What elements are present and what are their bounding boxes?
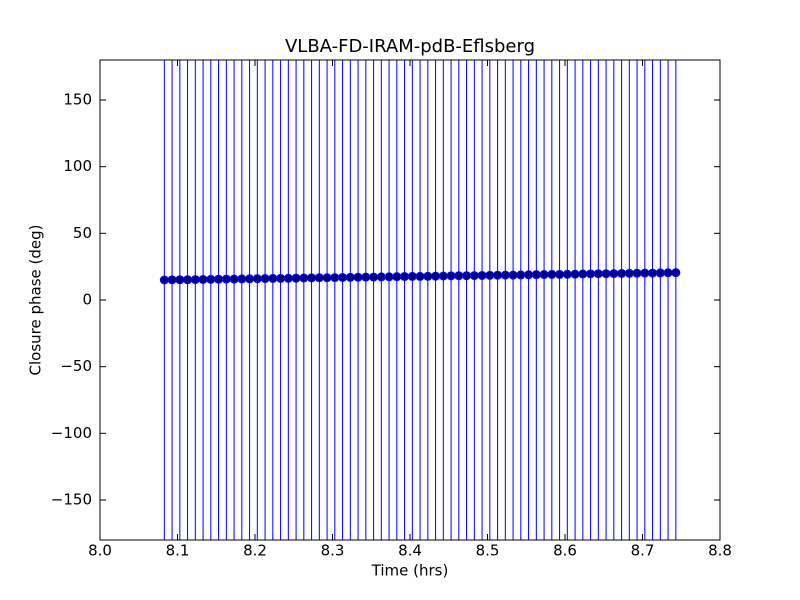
x-tick-label: 8.6 — [553, 542, 577, 560]
data-point — [175, 275, 185, 285]
data-point — [516, 270, 526, 280]
data-point — [485, 270, 495, 280]
data-point — [586, 269, 596, 279]
data-point — [423, 271, 433, 281]
chart-title: VLBA-FD-IRAM-pdB-Eflsberg — [285, 36, 535, 57]
data-point — [524, 270, 534, 280]
data-point — [392, 272, 402, 282]
data-point — [369, 272, 379, 282]
data-point — [415, 271, 425, 281]
x-tick-label: 8.2 — [243, 542, 267, 560]
data-point — [617, 268, 627, 278]
data-point — [384, 272, 394, 282]
data-point — [469, 271, 479, 281]
data-point — [531, 270, 541, 280]
data-point — [314, 273, 324, 283]
data-point — [539, 270, 549, 280]
data-point — [268, 273, 278, 283]
data-point — [159, 275, 169, 285]
data-point — [229, 274, 239, 284]
data-point — [578, 269, 588, 279]
data-point — [446, 271, 456, 281]
data-point — [477, 270, 487, 280]
data-point — [361, 272, 371, 282]
x-axis-label: Time (hrs) — [371, 562, 449, 580]
y-axis-label: Closure phase (deg) — [27, 225, 45, 376]
data-point — [431, 271, 441, 281]
data-point — [640, 268, 650, 278]
data-point — [624, 268, 634, 278]
y-tick-label: −50 — [60, 357, 92, 375]
data-point — [353, 272, 363, 282]
data-point — [609, 269, 619, 279]
data-point — [237, 274, 247, 284]
x-tick-label: 8.5 — [476, 542, 500, 560]
data-point — [260, 274, 270, 284]
data-point — [276, 273, 286, 283]
x-tick-label: 8.0 — [88, 542, 112, 560]
x-tick-label: 8.4 — [398, 542, 422, 560]
marks — [159, 60, 681, 540]
data-point — [400, 272, 410, 282]
data-point — [190, 275, 200, 285]
data-point — [221, 274, 231, 284]
data-point — [345, 272, 355, 282]
y-tick-label: 100 — [63, 157, 92, 175]
data-point — [206, 274, 216, 284]
data-point — [438, 271, 448, 281]
data-point — [508, 270, 518, 280]
data-point — [632, 268, 642, 278]
data-point — [562, 269, 572, 279]
data-point — [547, 269, 557, 279]
data-point — [338, 272, 348, 282]
data-point — [322, 273, 332, 283]
data-point — [167, 275, 177, 285]
x-tick-label: 8.3 — [321, 542, 345, 560]
plot-area — [100, 60, 720, 540]
data-point — [307, 273, 317, 283]
y-tick-label: 0 — [82, 291, 92, 309]
data-point — [245, 274, 255, 284]
data-point — [663, 268, 673, 278]
data-point — [252, 274, 262, 284]
x-tick-label: 8.1 — [166, 542, 190, 560]
data-point — [648, 268, 658, 278]
x-tick-label: 8.8 — [708, 542, 732, 560]
data-point — [283, 273, 293, 283]
data-point — [291, 273, 301, 283]
y-tick-label: −150 — [51, 491, 92, 509]
data-point — [454, 271, 464, 281]
data-point — [299, 273, 309, 283]
data-point — [655, 268, 665, 278]
data-point — [500, 270, 510, 280]
y-tick-label: 150 — [63, 91, 92, 109]
data-point — [214, 274, 224, 284]
data-point — [671, 268, 681, 278]
y-tick-label: −100 — [51, 424, 92, 442]
data-point — [493, 270, 503, 280]
data-point — [555, 269, 565, 279]
data-point — [407, 271, 417, 281]
data-point — [593, 269, 603, 279]
data-point — [601, 269, 611, 279]
data-point — [198, 274, 208, 284]
data-point — [376, 272, 386, 282]
y-tick-label: 50 — [73, 224, 92, 242]
data-point — [183, 275, 193, 285]
data-point — [462, 271, 472, 281]
data-point — [570, 269, 580, 279]
x-tick-label: 8.7 — [631, 542, 655, 560]
data-point — [330, 273, 340, 283]
